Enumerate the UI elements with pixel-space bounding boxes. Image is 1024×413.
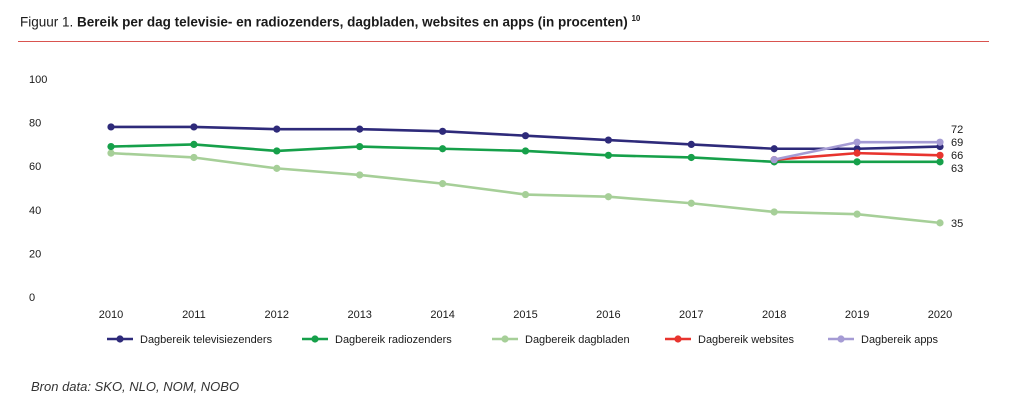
legend-label: Dagbereik televisiezenders [140,334,273,346]
x-tick-label: 2012 [265,309,289,321]
data-point [190,153,198,162]
end-labels: 69 63 35 66 72 [951,124,963,230]
data-point [439,145,447,153]
legend-item: Dagbereik apps [828,334,939,346]
figure-title: Figuur 1. Bereik per dag televisie- en r… [20,14,640,30]
legend-item: Dagbereik radiozenders [302,334,452,346]
legend-marker [837,335,845,343]
series-dagbereik-dagbladen [107,149,944,227]
x-tick-label: 2015 [513,309,537,321]
y-tick-label: 60 [29,161,41,173]
data-point [356,171,364,179]
legend-item: Dagbereik websites [665,334,794,346]
series-dagbereik-apps [770,138,944,164]
x-tick-label: 2014 [430,309,454,321]
figure-title-text: Bereik per dag televisie- en radiozender… [77,14,628,30]
data-point [190,123,198,131]
data-point [770,208,778,216]
legend: Dagbereik televisiezenders Dagbereik radi… [107,334,939,346]
end-value-label: 69 [951,137,963,149]
data-point [604,136,613,144]
y-tick-label: 0 [29,292,35,304]
legend-item: Dagbereik dagbladen [492,334,630,346]
x-tick-label: 2018 [762,309,786,321]
legend-marker [674,335,682,343]
x-tick-label: 2016 [596,309,620,321]
data-point [190,140,198,148]
data-point [604,193,613,201]
data-point [687,140,695,148]
legend-label: Dagbereik apps [861,334,939,346]
data-point [936,158,944,166]
y-tick-label: 40 [29,205,41,217]
legend-label: Dagbereik websites [698,334,794,346]
footnote-marker: 10 [631,14,641,23]
source-note: Bron data: SKO, NLO, NOM, NOBO [31,379,240,394]
legend-item: Dagbereik televisiezenders [107,334,273,346]
data-point [770,145,778,153]
x-tick-label: 2020 [928,309,952,321]
data-point [356,125,364,133]
data-point [853,210,861,218]
y-tick-label: 80 [29,118,41,130]
data-point [687,153,695,162]
x-tick-label: 2013 [347,309,371,321]
data-point [521,147,530,155]
data-point [107,142,115,151]
legend-marker [116,335,124,343]
x-axis-ticks: 2010 2011 2012 2013 2014 2015 2016 2017 2018 2019… [99,309,952,321]
end-value-label: 35 [951,218,963,230]
figure-number: Figuur 1. [20,14,74,30]
data-point [521,132,530,140]
data-point [107,149,115,157]
end-value-label: 66 [951,150,963,162]
legend-label: Dagbereik radiozenders [335,334,452,346]
x-tick-label: 2011 [182,309,206,321]
x-tick-label: 2010 [99,309,123,321]
data-point [273,125,281,133]
data-point [273,164,281,172]
legend-marker [311,335,319,343]
data-point [853,158,861,166]
legend-label: Dagbereik dagbladen [525,334,630,346]
data-point [936,151,944,159]
legend-marker [501,335,509,343]
y-tick-label: 100 [29,74,47,86]
data-point [853,149,861,157]
data-point [936,138,944,146]
end-value-label: 63 [951,163,963,175]
data-point [936,219,944,227]
data-point [356,142,364,151]
series-line [110,151,941,225]
data-point [604,151,613,159]
data-point [439,180,447,188]
series-layer [107,123,944,227]
y-axis-ticks: 0 20 40 60 80 100 [29,74,47,304]
data-point [107,123,115,131]
data-point [687,199,695,207]
title-divider [18,41,989,42]
x-tick-label: 2019 [845,309,869,321]
data-point [439,127,447,135]
data-point [853,138,861,146]
end-value-label: 72 [951,124,963,136]
y-tick-label: 20 [29,248,41,260]
x-tick-label: 2017 [679,309,703,321]
data-point [770,156,778,164]
data-point [521,190,530,199]
data-point [273,147,281,155]
